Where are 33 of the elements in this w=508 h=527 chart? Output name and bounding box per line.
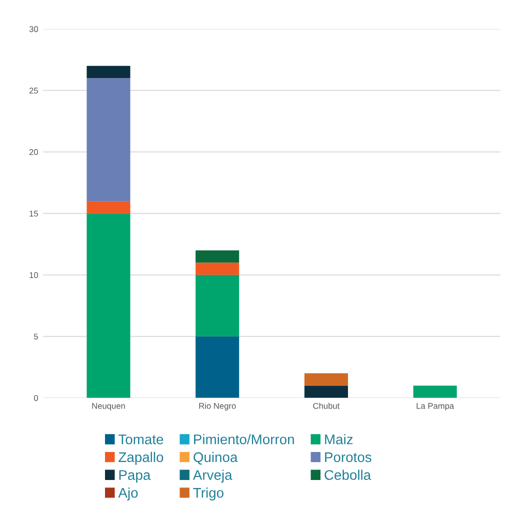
- legend-label: Porotos: [325, 452, 372, 462]
- bar: [196, 250, 240, 263]
- y-tick-label: 5: [34, 334, 38, 340]
- bar: [196, 262, 240, 275]
- legend-label: Cebolla: [324, 470, 372, 480]
- bar: [304, 386, 348, 398]
- legend-label: Quinoa: [194, 452, 238, 465]
- x-tick-label: Neuquen: [92, 403, 125, 411]
- legend-label: Papa: [119, 470, 151, 483]
- bar: [304, 373, 348, 386]
- legend-label: Trigo: [193, 488, 224, 500]
- bar: [86, 66, 130, 78]
- y-tick-label: 30: [29, 26, 38, 32]
- x-tick-label: Rio Negro: [199, 402, 236, 411]
- legend-label: Tomate: [118, 434, 164, 444]
- bar: [413, 386, 457, 398]
- legend-label: Arveja: [192, 470, 232, 483]
- y-tick-label: 15: [30, 210, 38, 217]
- bar: [86, 213, 130, 398]
- y-tick-label: 10: [30, 272, 38, 278]
- x-tick-label: La Pampa: [416, 403, 454, 411]
- bar: [86, 78, 130, 202]
- bar: [196, 274, 240, 336]
- legend-label: Zapallo: [118, 452, 164, 465]
- bar: [196, 336, 240, 398]
- y-tick-label: 20: [29, 149, 38, 156]
- legend-label: Ajo: [118, 488, 138, 500]
- legend-label: Maiz: [325, 434, 353, 444]
- x-tick-label: Chubut: [313, 402, 340, 409]
- y-tick-label: 0: [34, 395, 38, 401]
- y-tick-label: 25: [29, 88, 38, 94]
- legend-label: Pimiento/Morron: [194, 434, 294, 444]
- bar: [86, 201, 130, 214]
